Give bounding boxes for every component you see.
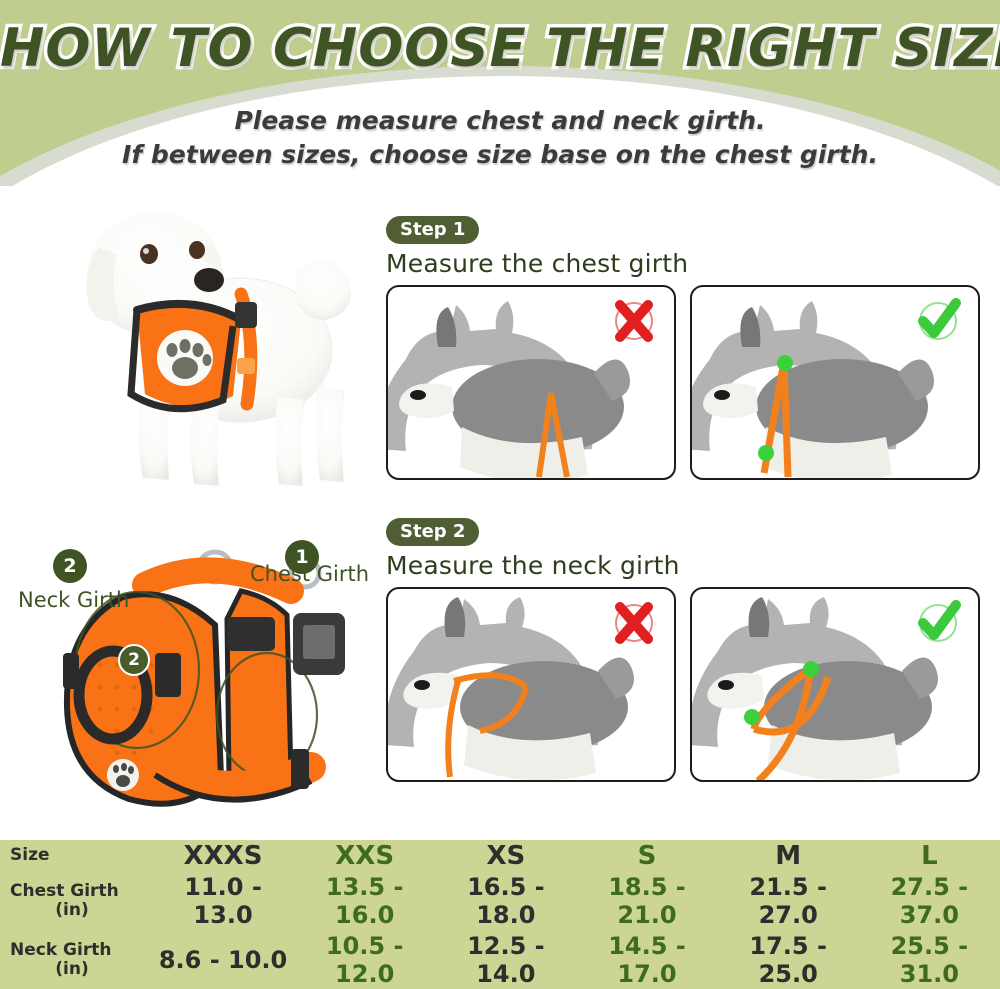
size-chart-table: Size XXXS XXS XS S M L Chest Girth (in) … [0, 840, 1000, 989]
step-1-panels [386, 285, 980, 480]
row-label-size: Size [10, 845, 50, 866]
step-1-heading: Measure the chest girth [386, 249, 689, 278]
subtitle-line-2: If between sizes, choose size base on th… [122, 140, 878, 169]
step-2-heading: Measure the neck girth [386, 551, 680, 580]
chest-value-m: 21.5 - 27.0 [749, 872, 827, 929]
step-2-panels [386, 587, 980, 782]
cross-icon [615, 300, 654, 342]
step-1-correct-panel [690, 285, 980, 480]
chest-value-s: 18.5 - 21.0 [608, 872, 686, 929]
size-header-s: S [637, 840, 657, 871]
table-row-chest-girth: Chest Girth (in) 11.0 - 13.0 13.5 - 16.0… [0, 871, 1000, 930]
table-row-size-header: Size XXXS XXS XS S M L [0, 840, 1000, 871]
row-label-chest-girth-unit: (in) [55, 899, 89, 920]
step-1-badge: Step 1 [386, 216, 480, 244]
check-icon [918, 600, 961, 642]
callout-badge-2: 2 [53, 549, 87, 583]
callout-label-neck-girth: Neck Girth [18, 588, 130, 612]
subtitle-line-1: Please measure chest and neck girth. [234, 106, 766, 135]
callout-badge-1: 1 [285, 540, 319, 574]
page-subtitle: Please measure chest and neck girth. If … [0, 104, 1000, 172]
neck-value-s: 14.5 - 17.0 [608, 931, 686, 988]
size-header-xs: XS [486, 840, 526, 871]
row-label-neck-girth-unit: (in) [55, 958, 89, 979]
harness-product-figure [5, 525, 380, 840]
measure-point-bottom [744, 709, 760, 725]
step-2-correct-panel [690, 587, 980, 782]
step-2-badge: Step 2 [386, 518, 480, 546]
neck-value-xxxs: 8.6 - 10.0 [158, 945, 288, 974]
header-band [0, 0, 1000, 186]
callout-badge-2-inline: 2 [118, 644, 150, 676]
size-header-l: L [921, 840, 938, 871]
check-icon [918, 298, 961, 340]
row-label-chest-girth: Chest Girth (in) [0, 871, 152, 930]
page-title: HOW TO CHOOSE THE RIGHT SIZE [0, 15, 1000, 83]
step-2-block: Step 2 Measure the neck girth [386, 518, 980, 782]
chest-value-l: 27.5 - 37.0 [890, 872, 969, 929]
step-1-block: Step 1 Measure the chest girth [386, 216, 980, 480]
chest-value-xxs: 13.5 - 16.0 [325, 872, 404, 929]
row-label-neck-girth-name: Neck Girth [10, 939, 112, 960]
measure-point-bottom [758, 445, 774, 461]
step-1-incorrect-panel [386, 285, 676, 480]
callout-label-chest-girth: Chest Girth [250, 562, 370, 586]
row-label-chest-girth-name: Chest Girth [10, 880, 119, 901]
table-row-neck-girth: Neck Girth (in) 8.6 - 10.0 10.5 - 12.0 1… [0, 930, 1000, 989]
chest-value-xs: 16.5 - 18.0 [467, 872, 545, 929]
dog-wearing-harness-photo [45, 182, 380, 517]
size-header-m: M [775, 840, 802, 871]
neck-value-m: 17.5 - 25.0 [749, 931, 827, 988]
step-2-incorrect-panel [386, 587, 676, 782]
measure-point-top [803, 661, 819, 677]
neck-value-xs: 12.5 - 14.0 [467, 931, 545, 988]
neck-value-l: 25.5 - 31.0 [890, 931, 969, 988]
chest-value-xxxs: 11.0 - 13.0 [184, 872, 262, 929]
measure-point-top [777, 355, 793, 371]
row-label-neck-girth: Neck Girth (in) [0, 930, 152, 989]
cross-icon [615, 602, 654, 644]
neck-value-xxs: 10.5 - 12.0 [325, 931, 404, 988]
size-header-xxxs: XXXS [183, 840, 263, 871]
size-header-xxs: XXS [335, 840, 395, 871]
